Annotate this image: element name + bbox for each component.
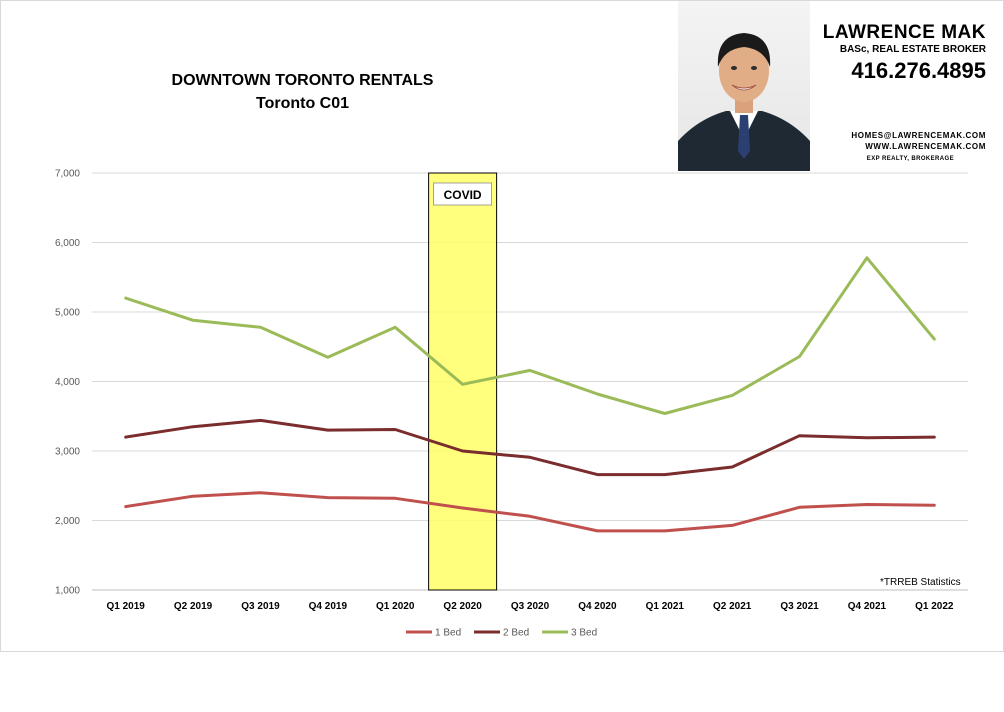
chart-title: DOWNTOWN TORONTO RENTALS bbox=[171, 72, 434, 89]
agent-role: BASc, REAL ESTATE BROKER bbox=[839, 44, 986, 55]
y-tick-label: 5,000 bbox=[55, 308, 80, 319]
y-tick-label: 6,000 bbox=[55, 238, 80, 249]
x-tick-label: Q4 2019 bbox=[309, 601, 348, 612]
series-lines bbox=[124, 256, 936, 533]
y-tick-label: 4,000 bbox=[55, 377, 80, 388]
x-tick-label: Q4 2020 bbox=[578, 601, 617, 612]
agent-phone: 416.276.4895 bbox=[851, 58, 986, 83]
series-line-2-bed bbox=[124, 418, 936, 477]
x-tick-label: Q4 2021 bbox=[848, 601, 887, 612]
x-tick-label: Q1 2022 bbox=[915, 601, 954, 612]
x-tick-label: Q1 2020 bbox=[376, 601, 415, 612]
legend: 1 Bed 2 Bed 3 Bed bbox=[406, 628, 597, 639]
x-tick-label: Q3 2021 bbox=[780, 601, 819, 612]
covid-label: COVID bbox=[444, 188, 482, 202]
x-tick-label: Q2 2021 bbox=[713, 601, 752, 612]
x-tick-label: Q3 2019 bbox=[241, 601, 280, 612]
y-tick-label: 1,000 bbox=[55, 586, 80, 597]
series-line-3-bed bbox=[124, 256, 936, 415]
y-tick-label: 7,000 bbox=[55, 169, 80, 180]
chart-subtitle: Toronto C01 bbox=[255, 95, 350, 112]
y-tick-label: 2,000 bbox=[55, 516, 80, 527]
x-tick-label: Q2 2019 bbox=[174, 601, 213, 612]
agent-card: LAWRENCE MAK BASc, REAL ESTATE BROKER 41… bbox=[677, 0, 1002, 172]
x-tick-label: Q3 2020 bbox=[511, 601, 550, 612]
agent-brokerage: EXP REALTY, BROKERAGE bbox=[866, 156, 954, 162]
legend-label: 3 Bed bbox=[571, 628, 597, 639]
legend-label: 2 Bed bbox=[503, 628, 529, 639]
series-line-1-bed bbox=[124, 491, 936, 533]
covid-label-box bbox=[433, 182, 493, 206]
legend-label: 1 Bed bbox=[435, 628, 461, 639]
agent-name: LAWRENCE MAK bbox=[822, 22, 986, 43]
x-tick-label: Q2 2020 bbox=[443, 601, 482, 612]
agent-website: WWW.LAWRENCEMAK.COM bbox=[865, 142, 986, 151]
x-axis-ticks: Q1 2019 Q2 2019 Q3 2019 Q4 2019 Q1 2020 Q2 20… bbox=[107, 601, 954, 612]
x-tick-label: Q1 2019 bbox=[107, 601, 146, 612]
x-tick-label: Q1 2021 bbox=[646, 601, 685, 612]
y-axis-ticks: 1,000 2,000 3,000 4,000 5,000 6,000 7,000 bbox=[55, 169, 80, 597]
grid-lines bbox=[92, 172, 968, 591]
agent-photo bbox=[678, 1, 810, 171]
chart-frame bbox=[0, 0, 1004, 652]
covid-annotation: COVID bbox=[428, 172, 498, 591]
y-tick-label: 3,000 bbox=[55, 447, 80, 458]
agent-email: HOMES@LAWRENCEMAK.COM bbox=[851, 131, 986, 140]
source-note: *TRREB Statistics bbox=[880, 577, 961, 588]
covid-band bbox=[428, 172, 498, 591]
